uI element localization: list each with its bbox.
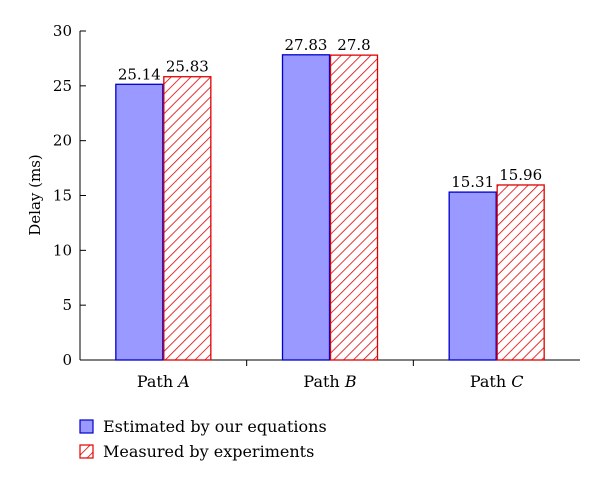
bar-measured-c — [496, 184, 545, 361]
plot-area: 0 5 10 15 20 25 30 Path A 25.14 25.83 Path B 27.83 2… — [53, 22, 580, 391]
bar-value-label: 27.83 — [285, 36, 328, 54]
bar-value-label: 25.83 — [166, 58, 209, 76]
y-tick-label: 5 — [62, 296, 72, 314]
legend-swatch-measured — [79, 444, 94, 459]
y-tick-label: 10 — [53, 241, 72, 259]
x-category-label: Path B — [303, 372, 356, 391]
bar-estimated-c — [448, 191, 497, 361]
x-category-label: Path C — [470, 372, 524, 391]
y-axis-title: Delay (ms) — [26, 154, 44, 236]
x-category-label: Path A — [137, 372, 190, 391]
bar-estimated-a — [115, 83, 164, 361]
y-tick-label: 25 — [53, 77, 72, 95]
y-tick-label: 15 — [53, 187, 72, 205]
bar-value-label: 27.8 — [337, 36, 370, 54]
bar-value-label: 15.96 — [499, 166, 542, 184]
legend: Estimated by our equations Measured by ex… — [79, 417, 327, 461]
bar-measured-b — [329, 54, 379, 361]
legend-swatch-estimated — [79, 419, 94, 434]
legend-label-estimated: Estimated by our equations — [103, 417, 327, 436]
bar-value-label: 25.14 — [118, 65, 161, 83]
y-tick-label: 20 — [53, 132, 72, 150]
bar-estimated-b — [281, 54, 331, 361]
bar-measured-a — [163, 76, 212, 361]
y-tick-label: 30 — [53, 22, 72, 40]
y-tick-label: 0 — [62, 351, 72, 369]
legend-label-measured: Measured by experiments — [103, 442, 314, 461]
bar-value-label: 15.31 — [451, 173, 494, 191]
